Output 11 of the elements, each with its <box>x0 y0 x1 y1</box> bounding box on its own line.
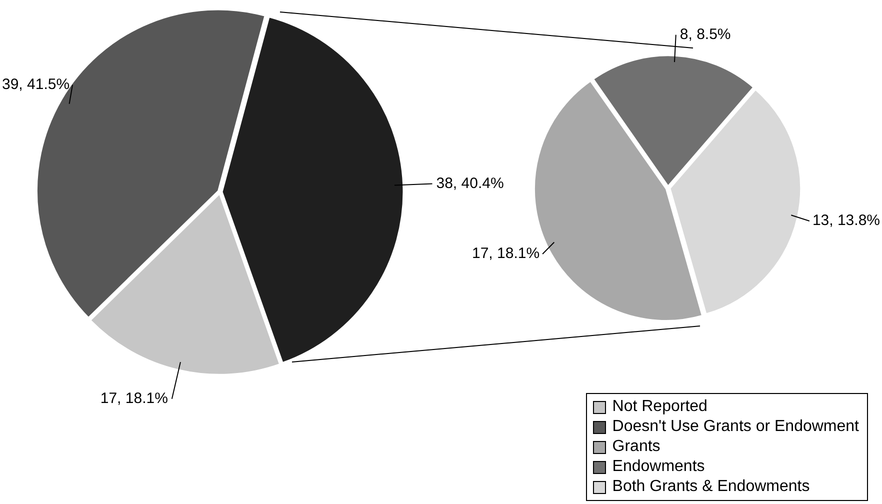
data-label: 38, 40.4% <box>436 174 504 192</box>
data-label: 8, 8.5% <box>680 26 731 43</box>
legend-label: Doesn't Use Grants or Endowment <box>612 417 859 437</box>
data-label: 17, 18.1% <box>100 390 168 408</box>
legend-label: Not Reported <box>612 397 708 417</box>
legend-label: Endowments <box>612 457 705 477</box>
legend-label: Both Grants & Endowments <box>612 477 810 497</box>
data-label: 17, 18.1% <box>472 245 540 262</box>
data-label: 39, 41.5% <box>2 76 70 93</box>
legend-label: Grants <box>612 437 660 457</box>
data-label: 13, 13.8% <box>812 212 880 230</box>
